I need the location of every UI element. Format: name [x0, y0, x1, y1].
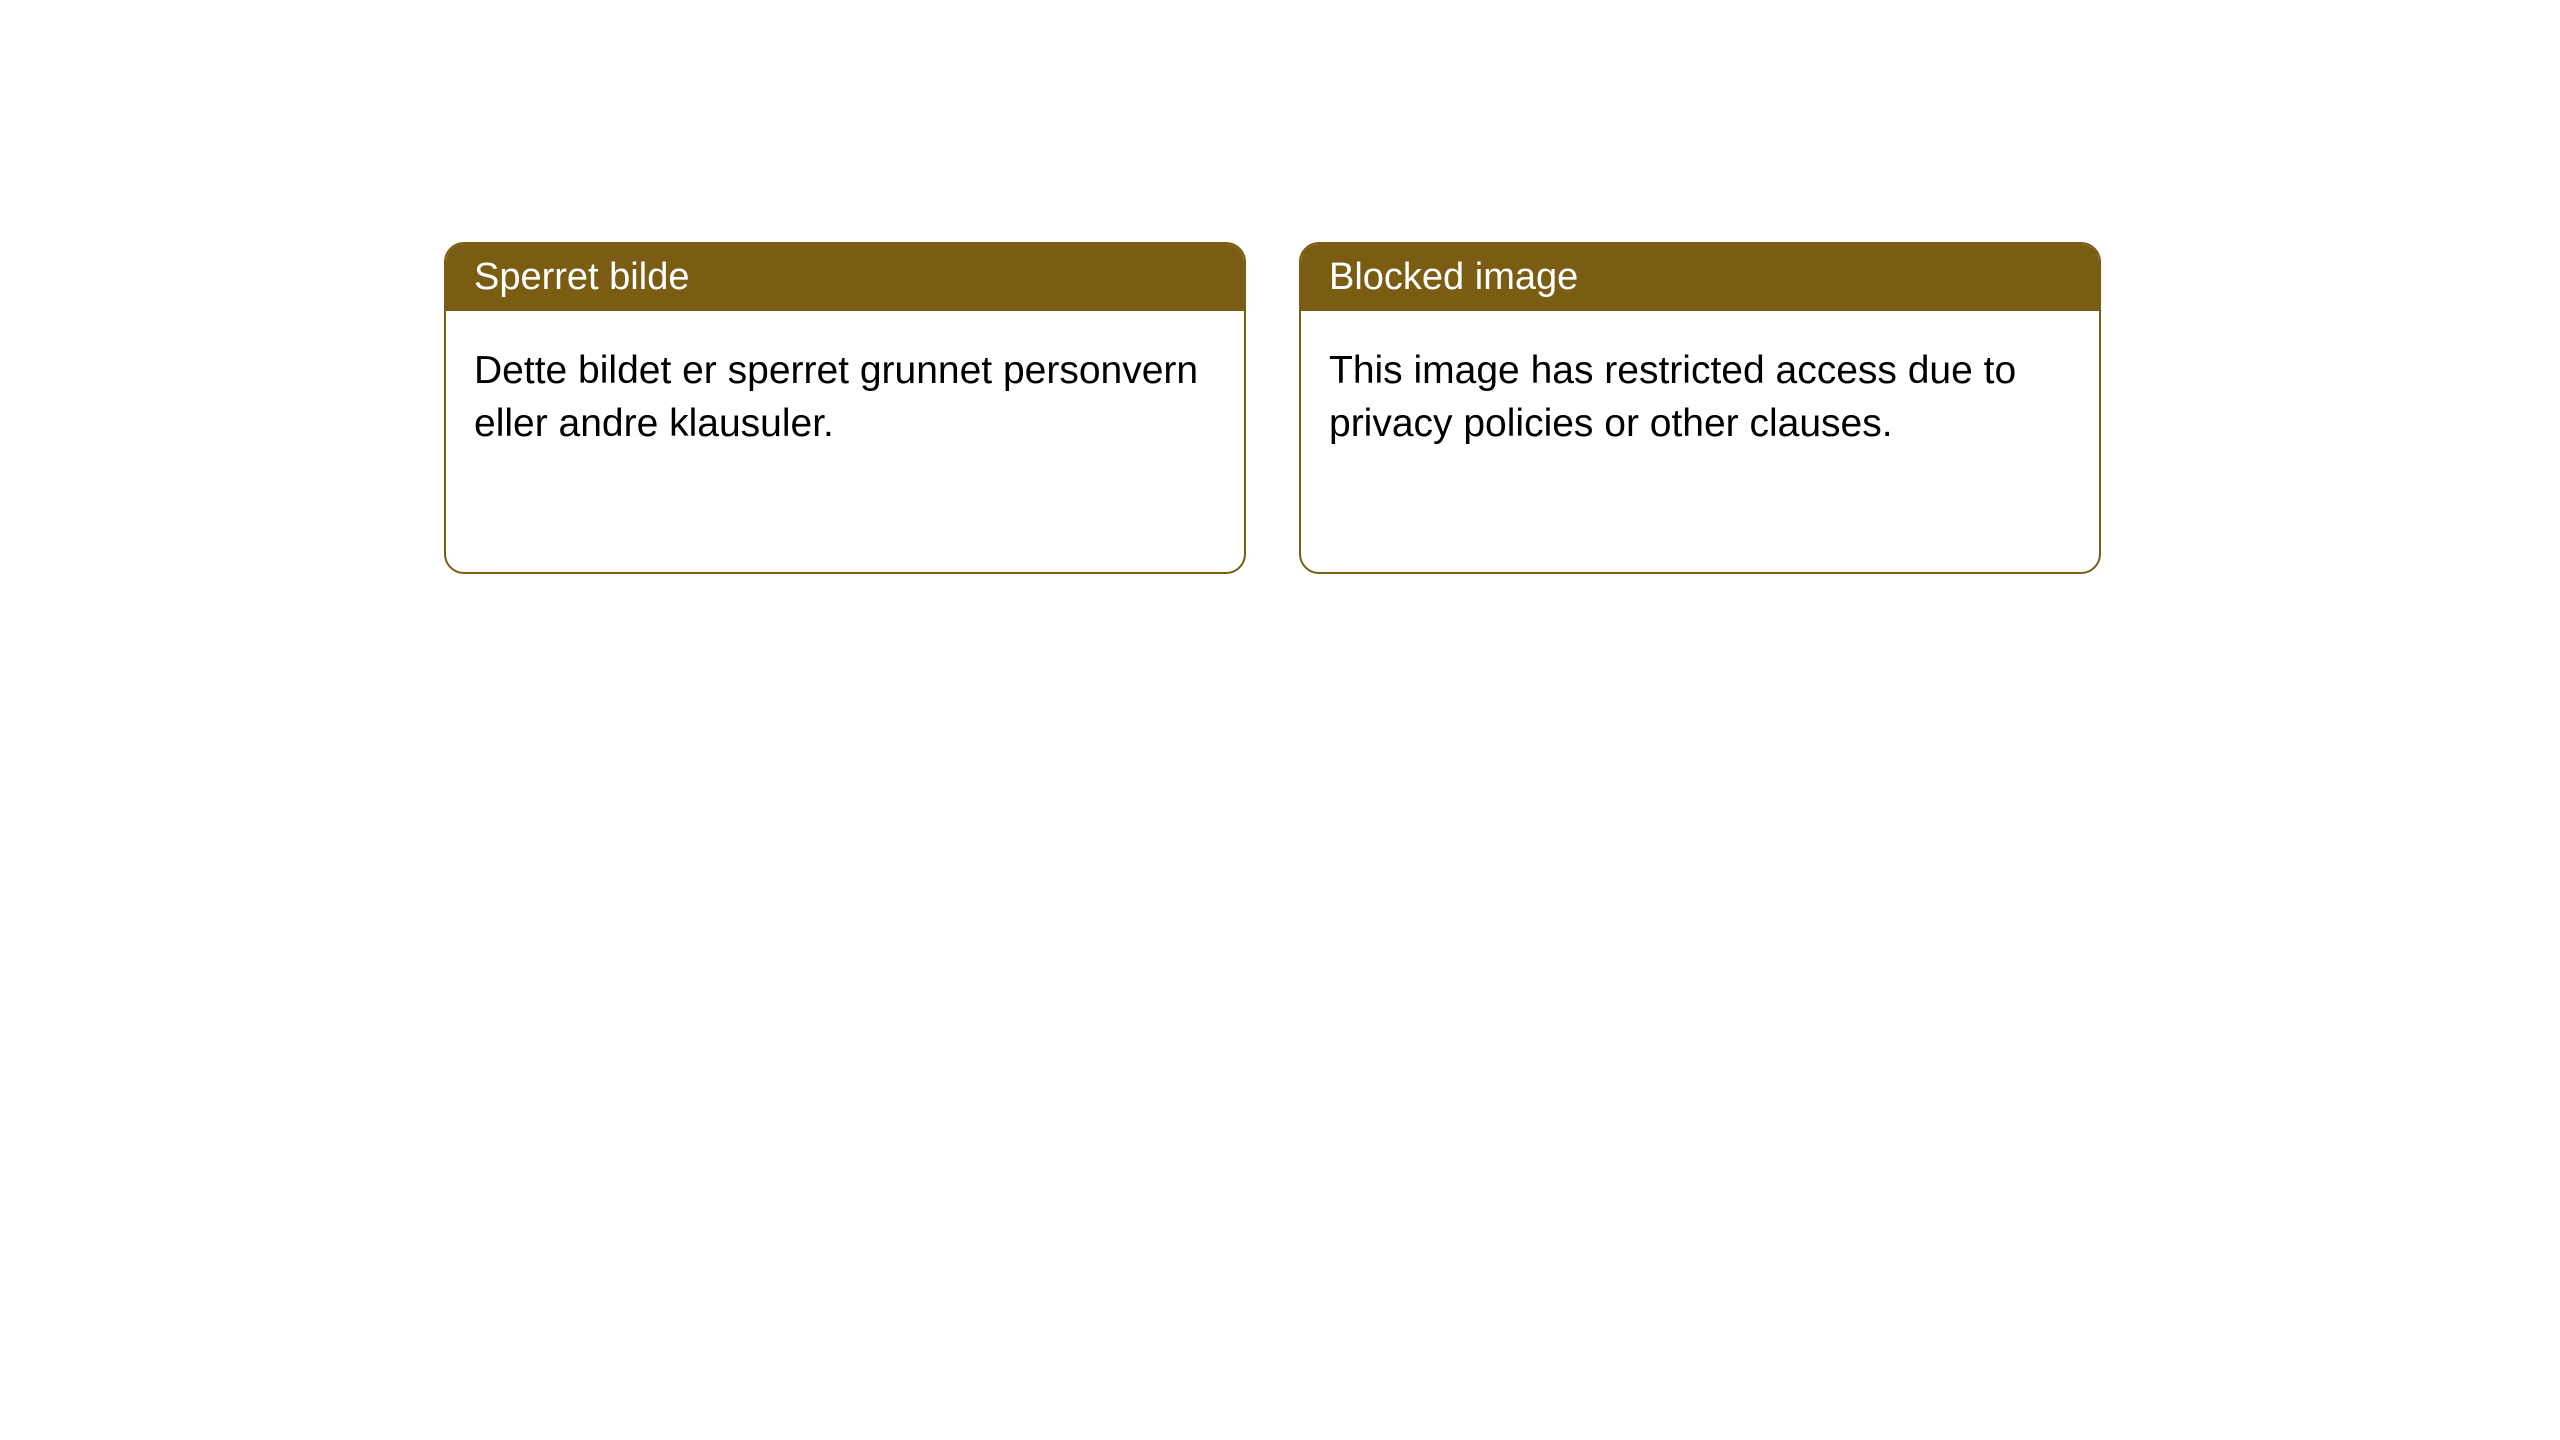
blocked-image-card-english: Blocked image This image has restricted …: [1299, 242, 2101, 574]
notice-cards-container: Sperret bilde Dette bildet er sperret gr…: [0, 0, 2560, 574]
card-body-english: This image has restricted access due to …: [1301, 311, 2099, 484]
card-header-norwegian: Sperret bilde: [446, 244, 1244, 311]
card-body-norwegian: Dette bildet er sperret grunnet personve…: [446, 311, 1244, 484]
blocked-image-card-norwegian: Sperret bilde Dette bildet er sperret gr…: [444, 242, 1246, 574]
card-header-english: Blocked image: [1301, 244, 2099, 311]
